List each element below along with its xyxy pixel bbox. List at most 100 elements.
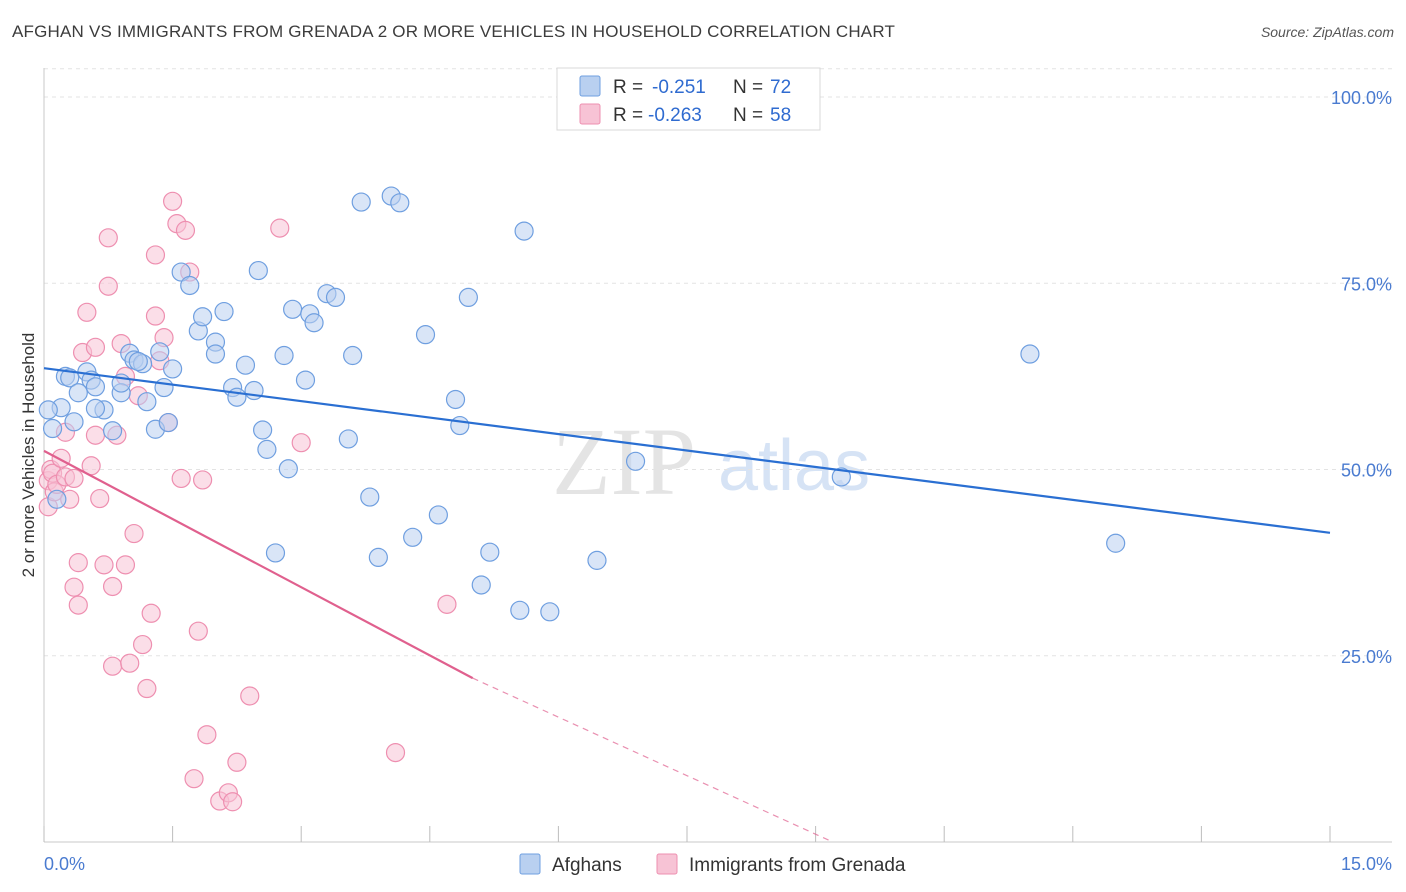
legend-n-value-grenada: 58 [770,105,791,126]
afghans-trend-line [43,367,1331,534]
afghans-point [193,307,213,327]
afghans-point [415,325,436,345]
afghans-point [235,355,256,375]
afghans-point [390,193,410,213]
afghans-point [64,412,84,432]
afghans-point [343,345,363,366]
afghans-point [587,550,607,570]
watermark-zip: ZIP [552,408,696,515]
y-tick-label: 75.0% [1341,274,1392,294]
grenada-point [98,228,118,248]
x-ticks [43,826,1331,842]
afghans-point [471,575,491,595]
y-tick-label: 50.0% [1341,461,1392,481]
series-grenada-points [38,191,457,812]
afghans-point [274,345,294,366]
grenada-point [171,468,191,489]
afghans-point [38,400,58,420]
grenada-point [270,218,290,238]
y-axis-title: 2 or more Vehicles in Household [19,333,38,578]
grenada-point [98,276,118,296]
legend-n-label-1: N = [733,77,763,98]
grenada-point [141,603,161,623]
grenada-point [223,792,243,812]
grenada-point [77,302,97,322]
series-afghans-points [38,186,1126,622]
afghans-point [283,299,303,319]
afghans-point [85,377,106,397]
afghans-point [480,542,500,562]
trend-lines [43,367,1331,843]
afghans-point [625,451,646,471]
afghans-point [368,547,388,568]
grenada-point [385,742,406,763]
grenada-point [102,576,123,597]
legend-n-value-afghans: 72 [770,77,791,98]
grenada-point [145,245,166,265]
afghans-point [227,387,247,407]
grenada-point [68,553,88,573]
afghans-point [403,527,423,547]
grenada-point [227,752,247,772]
afghans-point [102,421,123,441]
grenada-point [68,595,88,615]
afghans-point [360,487,380,507]
afghans-point [47,489,67,509]
afghans-point [253,420,273,440]
afghans-point [205,344,226,364]
afghans-point [338,429,358,449]
afghans-point [68,383,88,403]
afghans-point [428,505,448,525]
afghans-point [304,313,324,333]
axes [43,68,1392,843]
legend-swatch-grenada [579,103,601,125]
afghans-point [248,260,268,281]
afghans-point [325,287,346,308]
afghans-point [514,221,534,241]
x-tick-label-max: 15.0% [1341,854,1392,874]
grenada-point [102,656,123,676]
legend-r-value-grenada: -0.263 [648,105,702,126]
afghans-point [278,459,298,479]
afghans-point [128,351,148,372]
grenada-point [291,433,311,453]
grenada-point [64,468,84,489]
afghans-point [351,192,371,212]
bottom-legend: Afghans Immigrants from Grenada [519,853,906,876]
afghans-point [1106,533,1126,553]
legend-n-label-2: N = [733,105,763,126]
afghans-point [265,543,286,563]
afghans-point [163,359,183,379]
grenada-point [137,678,157,699]
afghans-point [295,370,316,390]
grenada-point [51,448,71,468]
grenada-point [124,523,144,544]
legend-r-value-afghans: -0.251 [652,77,706,98]
grenada-point [240,686,260,706]
afghans-point [154,377,174,398]
grenada-trend-line-extrapolated [472,677,833,843]
bottom-legend-swatch-grenada [656,853,678,875]
top-legend: R = -0.251 N = 72 R = -0.263 N = 58 [556,67,821,131]
grenada-point [85,337,106,357]
afghans-point [150,342,170,362]
chart-source: Source: ZipAtlas.com [1260,24,1394,40]
y-tick-label: 25.0% [1341,647,1392,667]
grenada-point [85,425,106,445]
afghans-point [180,275,200,296]
grenada-point [90,488,110,509]
watermark-atlas: atlas [718,426,870,506]
legend-swatch-afghans [579,75,601,97]
afghans-point [450,415,470,436]
grenada-point [193,470,213,490]
afghans-point [458,287,478,308]
bottom-legend-label-afghans: Afghans [552,855,622,876]
legend-r-label-1: R = [613,77,643,98]
afghans-point [510,600,530,620]
chart-title: AFGHAN VS IMMIGRANTS FROM GRENADA 2 OR M… [12,22,896,41]
grenada-point [120,653,140,673]
afghans-point [257,439,277,459]
grenada-point [64,577,84,597]
afghans-point [831,467,851,487]
